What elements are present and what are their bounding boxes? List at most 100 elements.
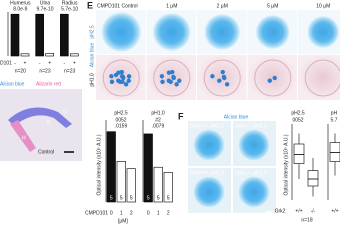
stain-dot (267, 78, 273, 83)
stain-dot (174, 82, 179, 87)
category-label: Ulna (40, 0, 51, 6)
image-label: Grk2-/-, pH2.5 (235, 123, 267, 129)
bar (163, 172, 173, 203)
series-label: + (73, 60, 76, 66)
unit: [μM] (118, 218, 128, 224)
caption: Control (38, 149, 54, 155)
stain-dot (109, 79, 115, 85)
cartilage-image (153, 59, 191, 97)
row-label: pH2.5 (89, 25, 95, 39)
image-bg (146, 55, 196, 100)
series-label: - (39, 60, 41, 66)
n-label: n=23 (39, 68, 50, 74)
p-value: .0159 (115, 123, 128, 129)
x-tick-label: 2 (167, 210, 170, 216)
x-tick-label: +/+ (295, 208, 302, 214)
stain-dot (126, 78, 131, 83)
bar (116, 161, 126, 203)
series-label: + (24, 60, 27, 66)
x-tick-label: 0 (147, 210, 150, 216)
bar (143, 133, 153, 203)
cartilage-image (193, 176, 225, 208)
cartilage-image (193, 129, 225, 161)
panel-letter: E (87, 0, 93, 10)
x-tick-label: 2 (130, 210, 133, 216)
stain-dot (168, 79, 173, 85)
p-value: 5.7e-10 (61, 6, 78, 12)
count-label: 5 (167, 195, 170, 201)
n-label: n=23 (64, 68, 75, 74)
cartilage-image (238, 129, 270, 161)
x-label: D101 (0, 60, 12, 66)
count-label: 5 (157, 195, 160, 201)
cartilage-image (204, 14, 241, 50)
x-tick-label: -/- (311, 208, 316, 214)
stain-dot (210, 74, 215, 79)
row-label: pH1.0 (89, 73, 95, 87)
stain-dot (171, 74, 176, 80)
stain-label: Alizarin red (36, 81, 61, 87)
p-value: 8.0e-9 (13, 6, 27, 12)
bar (106, 131, 116, 203)
column-label: 10 μM (316, 3, 330, 9)
image-label: Grk2+/+, pH1.0 (190, 170, 224, 176)
stain-title: Alcian blue (224, 114, 249, 120)
stain-dot (217, 78, 222, 83)
stain-dot (113, 72, 119, 78)
series-label: - (14, 60, 16, 66)
stain-dot (170, 69, 175, 75)
cartilage-image (307, 16, 340, 48)
figure: Alcian blue Alizarin red U R H Control E… (0, 0, 340, 224)
stain-dot (159, 74, 165, 79)
panel-letter: F (178, 111, 184, 121)
box (293, 143, 305, 164)
cartilage-image (255, 15, 290, 49)
bar (126, 168, 136, 203)
series-label: + (48, 60, 51, 66)
box (307, 170, 319, 187)
bone-label: U (63, 109, 67, 115)
image-bg (247, 55, 297, 100)
bar (60, 13, 69, 57)
p-value: 0052 (115, 117, 126, 123)
stain-dot (160, 79, 165, 85)
bar (10, 13, 20, 57)
cartilage-image (101, 12, 142, 52)
bar (20, 53, 30, 57)
bone-label: R (47, 120, 51, 126)
p-value: #2 (155, 117, 161, 123)
cartilage-image (203, 59, 241, 97)
stain-dot (177, 78, 182, 83)
column-label: 1 μM (166, 3, 177, 9)
x-tick-label: 0 (110, 210, 113, 216)
image-label: Grk2+/+, pH2.5 (190, 123, 224, 129)
p-value: .0079 (152, 123, 165, 129)
count-label: 5 (120, 195, 123, 201)
column-label: 5 μM (267, 3, 278, 9)
p-value: 9.7e-10 (37, 6, 54, 12)
bar (45, 53, 54, 57)
p-value: 5.7 (331, 117, 338, 123)
cartilage-image (238, 176, 270, 208)
p-value: 0052 (292, 117, 303, 123)
n-label: n=20 (15, 68, 26, 74)
cartilage-image (102, 59, 140, 97)
count-label: 5 (110, 195, 113, 201)
bar (70, 53, 79, 57)
chart-title: pH1.0 (151, 110, 165, 116)
x-tick-label: 1 (120, 210, 123, 216)
stain-dot (224, 82, 230, 87)
limb-shape (8, 107, 72, 128)
x-label: CMPD101 (85, 210, 108, 216)
stain-dot (221, 74, 227, 80)
stain-dot (123, 82, 129, 87)
x-tick-label: +/+ (331, 208, 338, 214)
stain-dot (119, 69, 124, 75)
image-bg (197, 55, 247, 100)
stain-dot (166, 70, 172, 75)
stain-dot (119, 73, 125, 79)
row-stain: Alcian blue (89, 43, 95, 68)
column-label: 2 μM (217, 3, 228, 9)
chart-title: pH2.5 (291, 110, 305, 116)
count-label: 5 (147, 195, 150, 201)
